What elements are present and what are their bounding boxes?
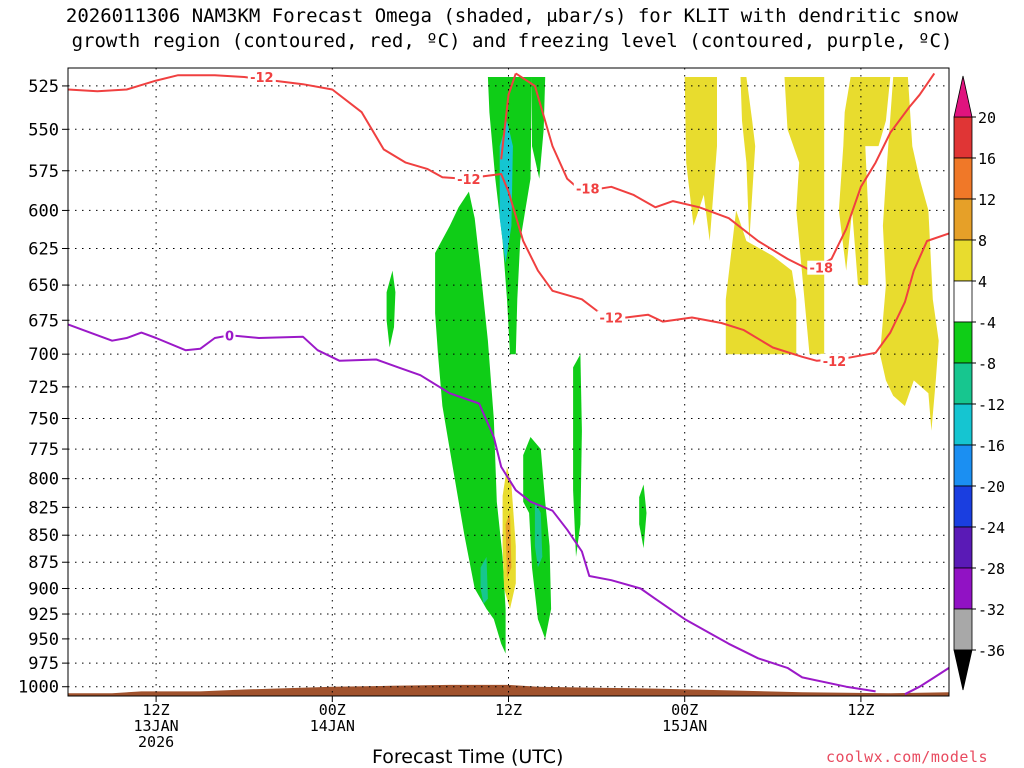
ytick-label-750: 750 — [28, 409, 59, 429]
omega-region-6 — [534, 501, 543, 568]
colorbar-label-1: 16 — [978, 150, 996, 168]
xtick-label-3-1: 15JAN — [662, 717, 708, 735]
colorbar-bin-11 — [953, 567, 973, 610]
ytick-label-975: 975 — [28, 654, 59, 674]
colorbar-bin-0 — [953, 116, 973, 159]
omega-region-8 — [573, 354, 582, 557]
xtick-label-2-0: 12Z — [494, 701, 523, 719]
omega-region-13 — [740, 77, 756, 241]
x-axis-title: Forecast Time (UTC) — [372, 746, 564, 768]
ytick-label-775: 775 — [28, 440, 59, 460]
colorbar-label-7: -12 — [978, 396, 1005, 414]
colorbar-label-10: -24 — [978, 519, 1005, 537]
colorbar-bin-3 — [953, 239, 973, 282]
ytick-label-700: 700 — [28, 345, 59, 365]
ytick-label-900: 900 — [28, 579, 59, 599]
colorbar-bin-1 — [953, 157, 973, 200]
colorbar-label-4: 4 — [978, 273, 987, 291]
colorbar-bin-2 — [953, 198, 973, 241]
xtick-label-0-2: 2026 — [138, 733, 175, 751]
ytick-label-800: 800 — [28, 470, 59, 490]
omega-region-3 — [435, 191, 506, 654]
xtick-label-0-0: 12Z — [142, 701, 170, 719]
colorbar-bin-7 — [953, 403, 973, 446]
colorbar-bin-6 — [953, 362, 973, 405]
chart-title: 2026011306 NAM3KM Forecast Omega (shaded… — [65, 5, 959, 52]
contour-label-6: 0 — [225, 329, 234, 344]
ytick-label-875: 875 — [28, 553, 59, 573]
colorbar-bin-8 — [953, 444, 973, 487]
ytick-label-550: 550 — [28, 120, 59, 140]
omega-region-15 — [725, 210, 797, 355]
credit-link[interactable]: coolwx.com/models — [826, 748, 989, 766]
contour-label-bg-5 — [820, 353, 849, 368]
colorbar-label-11: -28 — [978, 560, 1005, 578]
ytick-label-625: 625 — [28, 239, 59, 259]
contour-label-4: -18 — [810, 262, 834, 277]
ytick-label-850: 850 — [28, 526, 59, 546]
omega-region-9 — [639, 484, 647, 549]
contour-label-3: -12 — [600, 311, 624, 326]
ytick-label-725: 725 — [28, 378, 59, 398]
contour-label-bg-2 — [573, 181, 602, 196]
ytick-label-600: 600 — [28, 201, 59, 221]
freezing-level-contour — [68, 323, 876, 693]
omega-region-17 — [880, 77, 939, 431]
ytick-label-650: 650 — [28, 276, 59, 296]
ytick-label-675: 675 — [28, 311, 59, 331]
ytick-label-925: 925 — [28, 605, 59, 625]
colorbar-bin-5 — [953, 321, 973, 364]
colorbar-label-13: -36 — [978, 642, 1005, 660]
omega-region-1 — [499, 120, 513, 264]
contour-label-bg-6 — [223, 328, 236, 343]
ytick-label-1000: 1000 — [18, 678, 59, 698]
omega-region-12 — [684, 77, 717, 241]
xtick-label-3-0: 00Z — [671, 701, 699, 719]
ytick-label-525: 525 — [28, 77, 59, 97]
contour-label-1: -12 — [457, 173, 481, 188]
omega-region-2 — [532, 77, 546, 179]
ytick-label-950: 950 — [28, 630, 59, 650]
xtick-label-0-1: 13JAN — [133, 717, 179, 735]
colorbar-label-6: -8 — [978, 355, 996, 373]
colorbar-top-arrow — [953, 75, 973, 118]
contour-label-bg-3 — [597, 310, 626, 325]
colorbar-bin-9 — [953, 485, 973, 528]
colorbar-label-0: 20 — [978, 109, 996, 127]
ytick-label-825: 825 — [28, 498, 59, 518]
xtick-label-1-1: 14JAN — [309, 717, 355, 735]
omega-region-4 — [386, 270, 396, 348]
ytick-label-575: 575 — [28, 162, 59, 182]
colorbar-bin-4 — [953, 280, 973, 323]
colorbar-label-5: -4 — [978, 314, 996, 332]
contour-label-2: -18 — [576, 182, 600, 197]
contour-label-bg-4 — [807, 260, 836, 275]
terrain-fill — [68, 684, 949, 696]
contour-label-0: -12 — [250, 71, 274, 86]
colorbar-bin-12 — [953, 608, 973, 651]
colorbar-label-8: -16 — [978, 437, 1005, 455]
colorbar-label-3: 8 — [978, 232, 987, 250]
freezing-level-contour-2 — [904, 667, 949, 696]
xtick-label-4-0: 12Z — [847, 701, 875, 719]
colorbar-label-12: -32 — [978, 601, 1005, 619]
colorbar-bottom-arrow — [953, 649, 973, 691]
omega-region-7 — [480, 556, 488, 604]
dendritic-contour-1 — [500, 73, 517, 160]
contour-label-bg-0 — [247, 70, 276, 85]
xtick-label-1-0: 00Z — [318, 701, 346, 719]
colorbar-label-9: -20 — [978, 478, 1005, 496]
colorbar-label-2: 12 — [978, 191, 996, 209]
colorbar-bin-10 — [953, 526, 973, 569]
omega-region-14 — [784, 77, 825, 355]
contour-label-bg-1 — [454, 171, 483, 186]
contour-label-5: -12 — [823, 355, 847, 370]
